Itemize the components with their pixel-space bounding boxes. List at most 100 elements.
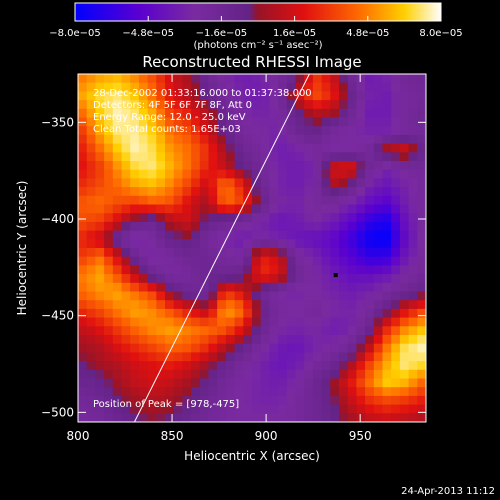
heatmap-cell xyxy=(330,291,340,301)
heatmap-cell xyxy=(260,378,270,388)
heatmap-cell xyxy=(356,213,366,223)
heatmap-cell xyxy=(365,91,375,101)
heatmap-cell xyxy=(339,169,349,179)
heatmap-cell xyxy=(130,300,140,310)
heatmap-cell xyxy=(356,100,366,110)
heatmap-cell xyxy=(330,230,340,240)
heatmap-cell xyxy=(165,291,175,301)
heatmap-cell xyxy=(304,117,314,127)
heatmap-cell xyxy=(104,317,114,327)
heatmap-cell xyxy=(121,204,131,214)
heatmap-cell xyxy=(252,300,262,310)
heatmap-cell xyxy=(365,230,375,240)
heatmap-cell xyxy=(165,100,175,110)
heatmap-cell xyxy=(269,117,279,127)
heatmap-cell xyxy=(138,239,149,249)
heatmap-cell xyxy=(199,387,210,397)
heatmap-cell xyxy=(330,326,340,336)
heatmap-cell xyxy=(321,134,331,145)
heatmap-cell xyxy=(295,239,305,249)
heatmap-cell xyxy=(121,308,131,319)
heatmap-cell xyxy=(269,326,279,336)
heatmap-cell xyxy=(278,361,288,371)
heatmap-cell xyxy=(382,91,392,101)
heatmap-cell xyxy=(330,213,340,223)
heatmap-cell xyxy=(138,369,149,380)
heatmap-cell xyxy=(225,143,236,153)
heatmap-cell xyxy=(182,108,192,119)
heatmap-cell xyxy=(199,308,210,319)
heatmap-cell xyxy=(208,378,218,388)
heatmap-cell xyxy=(321,126,331,136)
heatmap-cell xyxy=(104,108,114,119)
heatmap-cell xyxy=(147,82,157,92)
heatmap-cell xyxy=(243,300,253,310)
heatmap-cell xyxy=(365,239,375,249)
heatmap-cell xyxy=(304,74,314,84)
heatmap-cell xyxy=(78,195,88,206)
heatmap-cell xyxy=(78,291,88,301)
heatmap-cell xyxy=(391,117,401,127)
heatmap-cell xyxy=(382,256,392,266)
heatmap-cell xyxy=(321,343,331,353)
heatmap-cell xyxy=(121,230,131,240)
heatmap-cell xyxy=(104,326,114,336)
heatmap-cell xyxy=(138,352,149,362)
heatmap-cell xyxy=(217,82,227,92)
heatmap-cell xyxy=(278,395,288,406)
heatmap-cell xyxy=(286,152,297,162)
heatmap-cell xyxy=(260,239,270,249)
heatmap-cell xyxy=(78,274,88,284)
heatmap-cell xyxy=(312,335,323,345)
heatmap-cell xyxy=(278,82,288,92)
heatmap-cell xyxy=(295,169,305,179)
heatmap-cell xyxy=(182,161,192,171)
heatmap-cell xyxy=(95,161,105,171)
heatmap-cell xyxy=(199,169,210,179)
heatmap-cell xyxy=(173,335,183,345)
heatmap-cell xyxy=(304,300,314,310)
heatmap-cell xyxy=(373,134,384,145)
heatmap-cell xyxy=(104,369,114,380)
colorbar xyxy=(74,2,442,22)
heatmap-cell xyxy=(260,117,270,127)
heatmap-cell xyxy=(304,221,314,232)
heatmap-cell xyxy=(417,404,426,414)
heatmap-cell xyxy=(86,343,96,353)
heatmap-cell xyxy=(391,221,401,232)
heatmap-cell xyxy=(347,326,357,336)
heatmap-cell xyxy=(86,274,96,284)
heatmap-cell xyxy=(373,169,384,179)
heatmap-cell xyxy=(339,343,349,353)
heatmap-cell xyxy=(86,74,96,84)
heatmap-cell xyxy=(356,204,366,214)
heatmap-cell xyxy=(78,413,88,422)
heatmap-cell xyxy=(278,413,288,422)
heatmap-cell xyxy=(173,248,183,258)
heatmap-cell xyxy=(234,195,244,206)
heatmap-cell xyxy=(252,282,262,293)
heatmap-cell xyxy=(156,291,166,301)
heatmap-cell xyxy=(225,169,236,179)
heatmap-cell xyxy=(112,265,123,275)
heatmap-cell xyxy=(399,230,410,240)
heatmap-cell xyxy=(278,213,288,223)
heatmap-cell xyxy=(365,256,375,266)
heatmap-cell xyxy=(234,187,244,197)
heatmap-cell xyxy=(104,352,114,362)
heatmap-cell xyxy=(243,152,253,162)
heatmap-cell xyxy=(399,395,410,406)
heatmap-cell xyxy=(417,256,426,266)
heatmap-cell xyxy=(417,361,426,371)
heatmap-cell xyxy=(408,100,418,110)
heatmap-cell xyxy=(217,161,227,171)
heatmap-cell xyxy=(417,326,426,336)
heatmap-cell xyxy=(191,100,201,110)
heatmap-cell xyxy=(252,308,262,319)
heatmap-cell xyxy=(217,395,227,406)
heatmap-cell xyxy=(304,204,314,214)
heatmap-cell xyxy=(382,404,392,414)
heatmap-cell xyxy=(86,91,96,101)
heatmap-cell xyxy=(408,343,418,353)
heatmap-cell xyxy=(321,74,331,84)
